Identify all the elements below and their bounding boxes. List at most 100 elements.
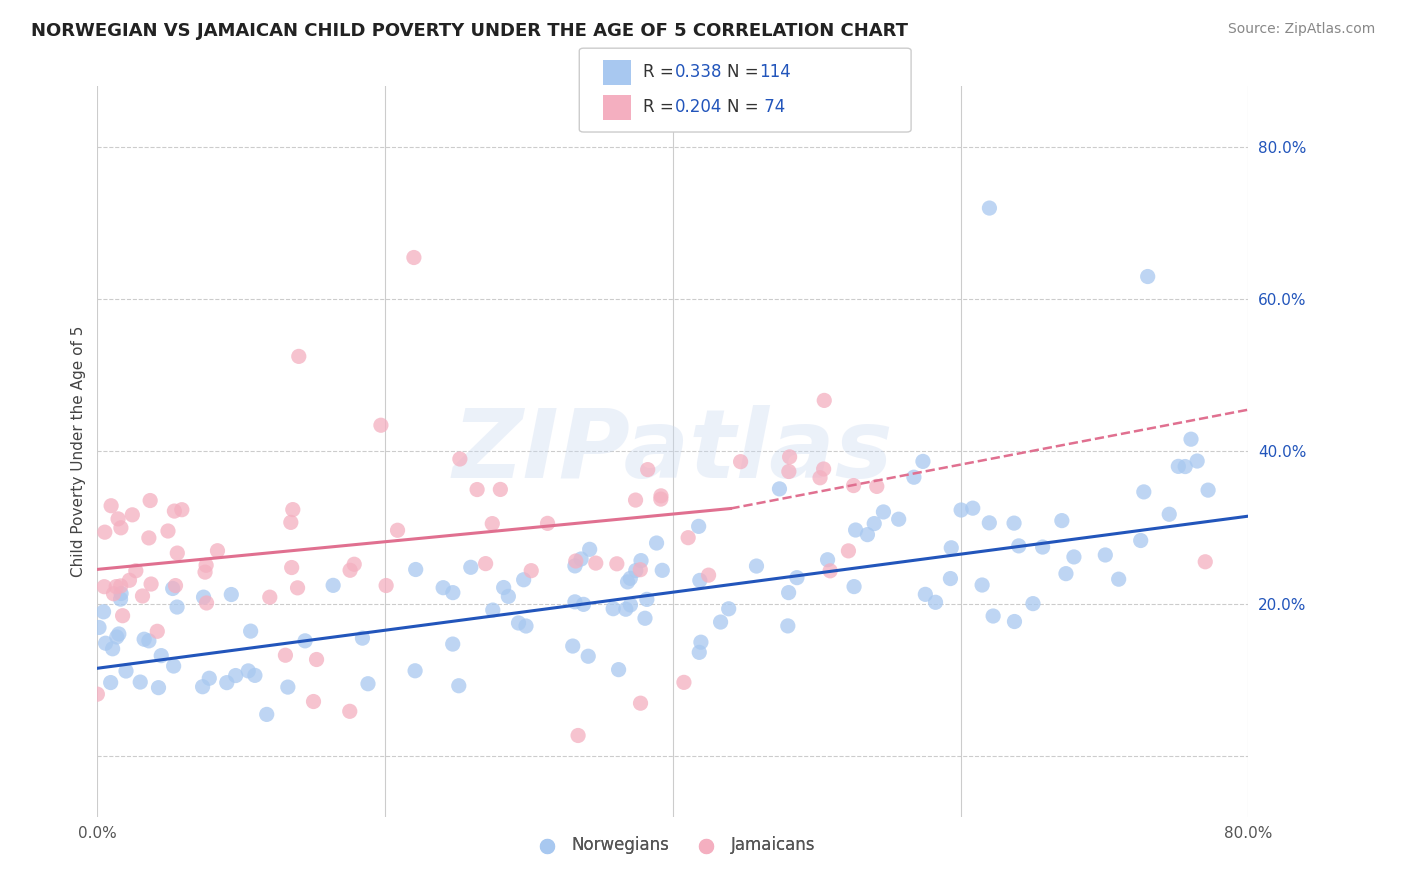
- Point: [107, 512, 129, 526]
- Point: [786, 571, 808, 585]
- Point: [745, 559, 768, 574]
- Point: [866, 479, 889, 493]
- Point: [972, 578, 994, 592]
- Point: [636, 592, 658, 607]
- Point: [572, 598, 595, 612]
- Point: [238, 664, 260, 678]
- Point: [134, 632, 156, 647]
- Point: [441, 585, 464, 599]
- Point: [813, 393, 835, 408]
- Point: [688, 645, 710, 659]
- Point: [288, 350, 311, 364]
- Point: [717, 602, 740, 616]
- Point: [614, 602, 637, 616]
- Text: NORWEGIAN VS JAMAICAN CHILD POVERTY UNDER THE AGE OF 5 CORRELATION CHART: NORWEGIAN VS JAMAICAN CHILD POVERTY UNDE…: [31, 22, 908, 40]
- Legend: Norwegians, Jamaicans: Norwegians, Jamaicans: [523, 830, 823, 861]
- Point: [924, 595, 946, 609]
- Point: [813, 462, 835, 476]
- Point: [87, 620, 110, 634]
- Point: [903, 470, 925, 484]
- Text: 114: 114: [759, 63, 792, 81]
- Point: [624, 493, 647, 508]
- Point: [94, 525, 117, 540]
- Point: [508, 615, 530, 630]
- Point: [1063, 549, 1085, 564]
- Point: [1008, 539, 1031, 553]
- Point: [872, 505, 894, 519]
- Point: [339, 563, 361, 577]
- Point: [259, 590, 281, 604]
- Point: [845, 523, 868, 537]
- Point: [165, 578, 187, 592]
- Point: [637, 462, 659, 476]
- Point: [602, 601, 624, 615]
- Point: [281, 502, 304, 516]
- Point: [567, 729, 589, 743]
- Point: [225, 668, 247, 682]
- Point: [576, 649, 599, 664]
- Point: [105, 630, 128, 644]
- Point: [710, 615, 733, 629]
- Point: [837, 544, 859, 558]
- Point: [131, 589, 153, 603]
- Point: [305, 652, 328, 666]
- Point: [108, 627, 131, 641]
- Point: [221, 587, 243, 601]
- Point: [565, 554, 588, 568]
- Point: [294, 633, 316, 648]
- Point: [118, 574, 141, 588]
- Point: [1054, 566, 1077, 581]
- Point: [950, 503, 973, 517]
- Point: [125, 564, 148, 578]
- Point: [447, 679, 470, 693]
- Point: [634, 611, 657, 625]
- Point: [129, 675, 152, 690]
- Text: Source: ZipAtlas.com: Source: ZipAtlas.com: [1227, 22, 1375, 37]
- Point: [474, 557, 496, 571]
- Point: [163, 504, 186, 518]
- Point: [650, 492, 672, 507]
- Point: [887, 512, 910, 526]
- Point: [93, 580, 115, 594]
- Point: [1167, 459, 1189, 474]
- Text: ZIPatlas: ZIPatlas: [453, 405, 893, 498]
- Point: [150, 648, 173, 663]
- Point: [1133, 484, 1156, 499]
- Point: [352, 631, 374, 645]
- Point: [146, 624, 169, 639]
- Point: [110, 579, 132, 593]
- Point: [1004, 615, 1026, 629]
- Point: [280, 516, 302, 530]
- Point: [697, 568, 720, 582]
- Point: [402, 251, 425, 265]
- Text: N =: N =: [727, 63, 763, 81]
- Point: [375, 578, 398, 592]
- Point: [1129, 533, 1152, 548]
- Point: [170, 502, 193, 516]
- Point: [606, 557, 628, 571]
- Point: [498, 590, 520, 604]
- Point: [730, 455, 752, 469]
- Point: [779, 450, 801, 464]
- Point: [564, 595, 586, 609]
- Point: [460, 560, 482, 574]
- Point: [110, 592, 132, 607]
- Point: [808, 471, 831, 485]
- Point: [449, 452, 471, 467]
- Point: [1197, 483, 1219, 497]
- Point: [1159, 508, 1181, 522]
- Point: [138, 531, 160, 545]
- Point: [198, 671, 221, 685]
- Point: [856, 527, 879, 541]
- Point: [650, 489, 672, 503]
- Point: [616, 574, 638, 589]
- Point: [1050, 514, 1073, 528]
- Point: [1108, 572, 1130, 586]
- Point: [515, 619, 537, 633]
- Point: [1174, 459, 1197, 474]
- Point: [215, 675, 238, 690]
- Point: [239, 624, 262, 639]
- Point: [94, 636, 117, 650]
- Text: 0.204: 0.204: [675, 98, 723, 117]
- Point: [191, 680, 214, 694]
